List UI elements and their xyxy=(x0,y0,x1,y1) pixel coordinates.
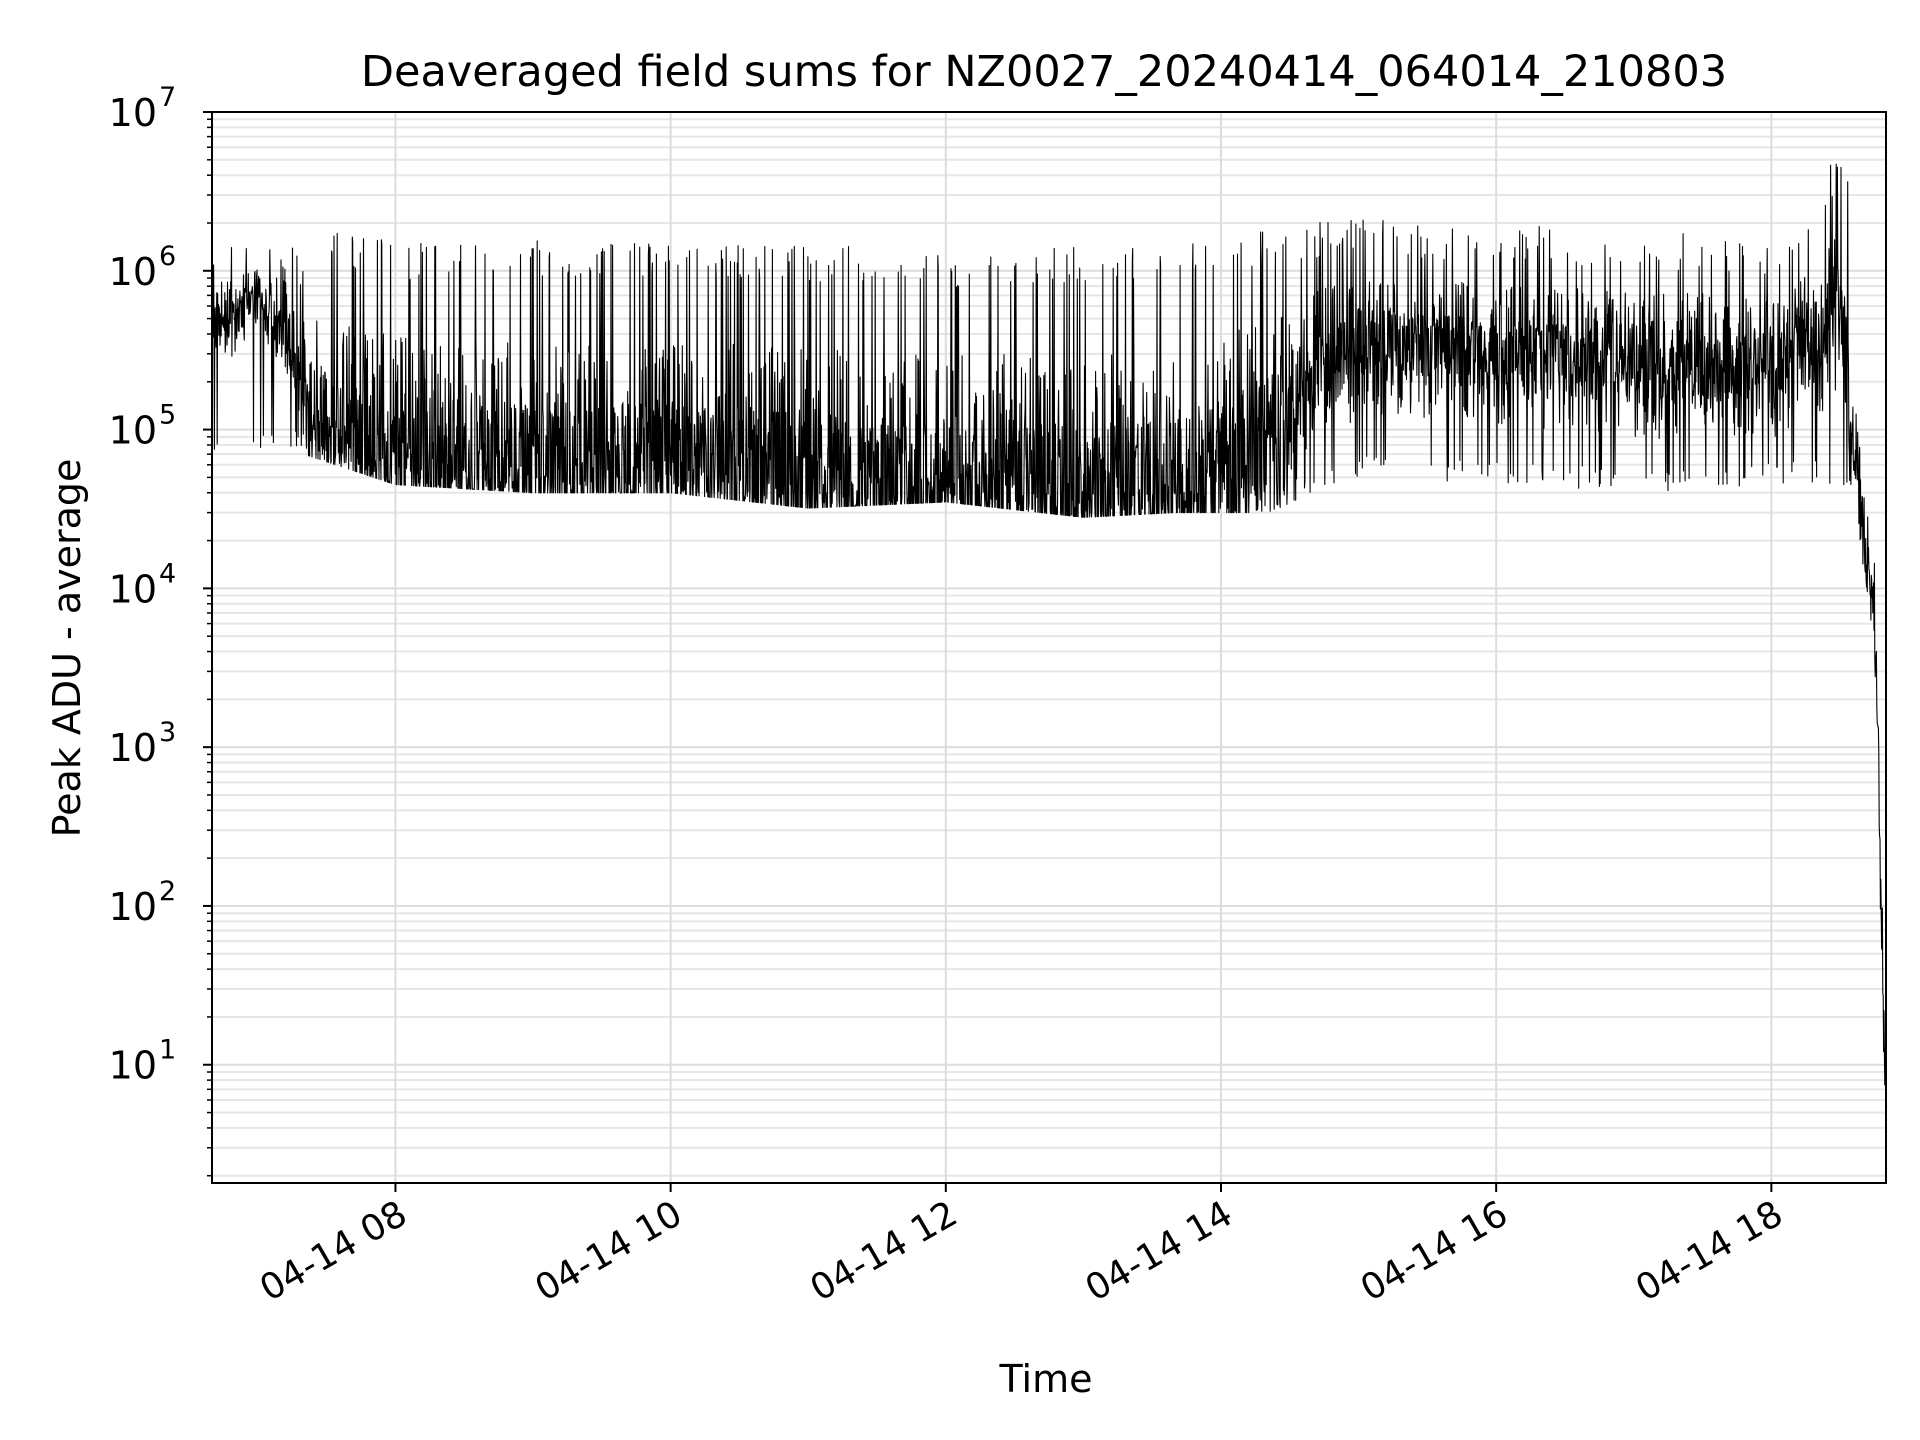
y-tick-label-exponent: 1 xyxy=(159,1035,176,1066)
series-line xyxy=(211,163,1887,1125)
series-layer xyxy=(211,163,1887,1125)
chart-title: Deaveraged field sums for NZ0027_2024041… xyxy=(361,47,1727,97)
y-tick-label: 10 xyxy=(109,567,157,611)
y-tick-label-exponent: 7 xyxy=(159,82,176,113)
y-tick-label-exponent: 3 xyxy=(159,717,176,748)
plot-area-frame xyxy=(211,111,1887,1184)
x-axis-label: Time xyxy=(999,1357,1093,1401)
y-tick-label-exponent: 2 xyxy=(159,876,176,907)
y-tick-label-exponent: 4 xyxy=(159,558,176,589)
y-tick-label: 10 xyxy=(109,250,157,294)
y-tick-label: 10 xyxy=(109,885,157,929)
y-tick-label-exponent: 6 xyxy=(159,241,176,272)
y-axis-label: Peak ADU - average xyxy=(45,459,89,838)
y-tick-label: 10 xyxy=(109,1044,157,1088)
y-tick-label: 10 xyxy=(109,91,157,135)
y-tick-label: 10 xyxy=(109,409,157,453)
y-tick-label: 10 xyxy=(109,726,157,770)
y-tick-label-exponent: 5 xyxy=(159,400,176,431)
major-grid xyxy=(212,111,1886,1183)
